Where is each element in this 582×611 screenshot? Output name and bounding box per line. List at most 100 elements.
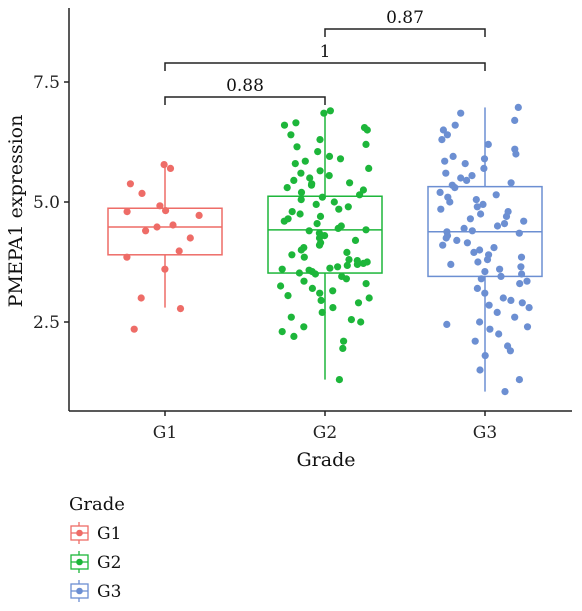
box-group-g1	[107, 161, 223, 333]
data-point	[502, 212, 511, 220]
legend-label: G1	[97, 524, 121, 544]
legend-key-point	[76, 529, 83, 537]
data-point	[461, 160, 469, 168]
data-point	[451, 121, 459, 129]
data-point	[486, 325, 494, 333]
data-point	[476, 246, 484, 254]
data-point	[318, 308, 326, 316]
data-point	[359, 186, 367, 194]
data-point	[186, 234, 194, 242]
legend-item-g2: G2	[70, 551, 121, 573]
data-point	[335, 376, 343, 384]
data-point	[446, 198, 454, 206]
data-point	[447, 260, 455, 268]
legend-label: G3	[97, 582, 121, 602]
data-point	[441, 157, 449, 165]
data-point	[126, 180, 134, 188]
data-point	[297, 196, 305, 204]
significance-bracket: 1	[164, 42, 486, 71]
data-point	[335, 205, 343, 213]
data-point	[472, 196, 480, 204]
p-value-label: 1	[320, 42, 331, 62]
data-point	[480, 164, 488, 172]
y-tick-label: 5.0	[33, 193, 60, 213]
data-point	[515, 376, 524, 384]
data-point	[278, 265, 286, 273]
data-point	[362, 280, 370, 288]
legend-label: G2	[97, 553, 121, 573]
data-point	[161, 265, 169, 273]
data-point	[492, 191, 500, 199]
data-point	[283, 184, 291, 192]
legend-key-point	[76, 558, 83, 566]
data-point	[166, 164, 175, 172]
data-point	[437, 205, 445, 213]
data-point	[457, 174, 465, 182]
data-point	[507, 179, 515, 187]
data-point	[317, 296, 325, 304]
data-point	[477, 210, 485, 218]
legend-key-point	[76, 587, 83, 595]
data-point	[484, 140, 492, 148]
data-point	[362, 226, 370, 234]
x-tick-label: G1	[153, 423, 177, 443]
data-point	[290, 176, 298, 184]
data-point	[493, 308, 501, 316]
data-point	[325, 172, 333, 180]
data-point	[330, 198, 338, 206]
data-point	[479, 200, 487, 208]
data-point	[344, 203, 352, 211]
data-point	[365, 294, 373, 302]
data-point	[305, 227, 313, 235]
data-point	[339, 344, 347, 352]
p-value-label: 0.88	[226, 76, 264, 96]
data-point	[463, 176, 471, 184]
data-point	[453, 236, 461, 244]
data-point	[175, 247, 183, 255]
data-point	[438, 136, 446, 144]
x-axis-title: Grade	[297, 449, 356, 471]
data-point	[160, 161, 168, 169]
y-tick-label: 7.5	[33, 73, 60, 93]
data-point	[295, 269, 303, 277]
data-point	[468, 172, 476, 180]
data-point	[156, 202, 164, 210]
data-point	[280, 121, 289, 129]
box-iqr	[107, 207, 223, 256]
data-point	[523, 323, 532, 331]
data-point	[470, 248, 478, 256]
data-point	[277, 282, 285, 290]
data-point	[293, 143, 301, 151]
legend-title: Grade	[69, 494, 125, 515]
data-point	[278, 328, 286, 336]
y-axis-title: PMEPA1 expression	[5, 115, 27, 308]
data-point	[516, 280, 524, 288]
data-point	[523, 277, 531, 285]
data-point	[518, 299, 526, 307]
data-point	[306, 174, 314, 182]
data-point	[480, 155, 489, 163]
data-point	[297, 169, 305, 177]
y-axis-ticks: 2.5 5.0 7.5	[33, 73, 69, 333]
data-point	[443, 131, 451, 139]
data-point	[359, 259, 367, 267]
data-point	[443, 320, 451, 328]
data-point	[325, 152, 334, 160]
data-point	[336, 155, 345, 163]
x-axis-ticks: G1 G2 G3	[153, 411, 497, 443]
data-point	[442, 169, 450, 177]
data-point	[346, 179, 354, 187]
bracket-line	[164, 62, 486, 71]
data-point	[300, 253, 308, 261]
data-point	[320, 109, 328, 117]
data-point	[496, 265, 504, 273]
data-point	[142, 227, 150, 235]
data-point	[345, 256, 353, 264]
data-point	[169, 221, 177, 229]
data-point	[300, 323, 308, 331]
data-point	[334, 224, 342, 232]
data-point	[442, 234, 450, 242]
data-point	[354, 299, 363, 307]
data-point	[474, 258, 482, 266]
